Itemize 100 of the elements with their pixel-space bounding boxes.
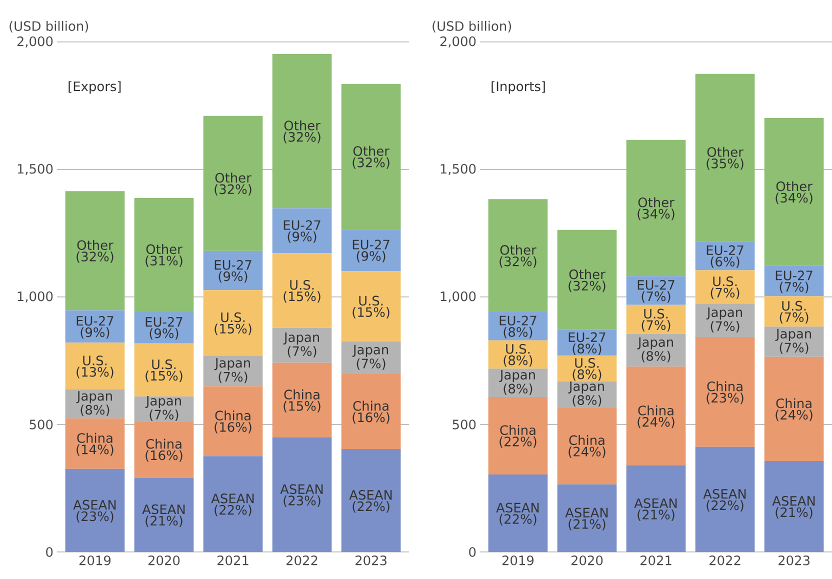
annotation: [Expors]	[68, 81, 121, 94]
bar	[272, 437, 332, 552]
text: China	[569, 435, 604, 446]
text: Other	[707, 146, 744, 157]
bar	[65, 310, 125, 343]
bar	[341, 229, 401, 272]
annotation: (7%)	[642, 291, 670, 303]
text: EU-27	[638, 280, 674, 290]
annotation: (15%)	[284, 291, 320, 303]
bar	[272, 328, 332, 363]
text: Japan	[283, 332, 319, 345]
annotation: (8%)	[504, 355, 532, 367]
bar	[626, 304, 686, 334]
series-label: U.S.	[83, 356, 107, 366]
bar	[341, 271, 401, 342]
text: Other	[638, 197, 674, 208]
text: EU-27	[284, 220, 320, 230]
series-label: China	[500, 424, 536, 436]
annotation: (32%)	[284, 132, 320, 144]
annotation: (15%)	[214, 324, 252, 336]
bar	[341, 84, 401, 230]
annotation: (21%)	[146, 516, 182, 528]
annotation: (23%)	[76, 511, 114, 523]
annotation: (23%)	[706, 392, 744, 404]
bar	[134, 198, 194, 312]
bar	[557, 356, 617, 382]
text: Japan	[76, 391, 112, 404]
text: Japan	[352, 344, 388, 357]
y-tick-label: 1,000	[18, 291, 53, 303]
annotation: (15%)	[284, 400, 320, 412]
y-tick-label: 1,500	[440, 164, 476, 176]
bar	[626, 276, 686, 305]
text: China	[146, 438, 182, 449]
bar	[557, 484, 617, 552]
text: EU-27	[214, 260, 252, 270]
x-tick-label: 2021	[217, 556, 248, 566]
bar	[764, 118, 824, 266]
series-label: U.S.	[575, 358, 599, 368]
annotation: (22%)	[214, 504, 252, 516]
x-tick-label: 2020	[148, 556, 180, 566]
text: EU-27	[352, 240, 390, 250]
text: U.S.	[152, 359, 176, 370]
x-tick-label: 2019	[502, 556, 534, 566]
annotation: (7%)	[150, 410, 178, 422]
bar	[341, 341, 401, 374]
text: ASEAN	[772, 496, 815, 506]
annotation: (32%)	[352, 157, 390, 169]
bar	[626, 334, 686, 367]
bar	[695, 74, 755, 242]
text: U.S.	[290, 280, 314, 290]
bar	[134, 312, 194, 344]
bar	[488, 396, 548, 474]
annotation: (32%)	[500, 256, 536, 268]
y-tick-label: 0	[469, 547, 476, 557]
y-tick-label: 1,000	[440, 291, 476, 303]
text: Japan	[214, 358, 250, 370]
bar	[134, 478, 194, 552]
annotation: (16%)	[146, 450, 182, 462]
annotation: (34%)	[638, 208, 674, 220]
bar	[272, 253, 332, 328]
bar	[764, 356, 824, 461]
text: ASEAN	[142, 504, 185, 514]
series-label: EU-27	[568, 332, 606, 342]
bar	[203, 250, 263, 290]
bar	[272, 54, 332, 208]
text: ASEAN	[73, 500, 116, 510]
annotation: (8%)	[80, 404, 110, 416]
text: Japan	[637, 337, 673, 350]
bar	[134, 343, 194, 396]
annotation: (24%)	[568, 446, 606, 458]
text: EU-27	[500, 316, 536, 326]
annotation: (8%)	[572, 369, 602, 381]
text: Other	[353, 146, 390, 156]
x-tick-label: 2019	[79, 556, 111, 566]
annotation: (9%)	[356, 250, 386, 262]
annotation: (8%)	[504, 383, 532, 396]
y-tick-label: 1,500	[18, 164, 53, 176]
text: U.S.	[713, 276, 737, 286]
y-tick-label: 2,000	[440, 36, 476, 48]
annotation: (9%)	[288, 231, 316, 243]
y-tick-label: 2,000	[17, 36, 53, 48]
annotation: (16%)	[352, 412, 390, 424]
bar	[626, 140, 686, 276]
annotation: (7%)	[710, 288, 740, 300]
annotation: (6%)	[710, 256, 740, 268]
annotation: (23%)	[284, 495, 320, 507]
bar	[203, 386, 263, 456]
annotation: (7%)	[780, 312, 808, 324]
annotation: (14%)	[76, 444, 114, 456]
text: China	[776, 398, 812, 408]
y-axis-title: (USD billion)	[10, 20, 88, 32]
bar	[488, 199, 548, 312]
series-label: ASEAN	[496, 502, 539, 513]
bar	[272, 362, 332, 438]
bar	[65, 342, 125, 390]
text: ASEAN	[634, 498, 677, 508]
text: Other	[146, 244, 182, 254]
annotation: (22%)	[706, 500, 744, 512]
bar	[341, 374, 401, 449]
series-label: Other	[500, 244, 536, 255]
